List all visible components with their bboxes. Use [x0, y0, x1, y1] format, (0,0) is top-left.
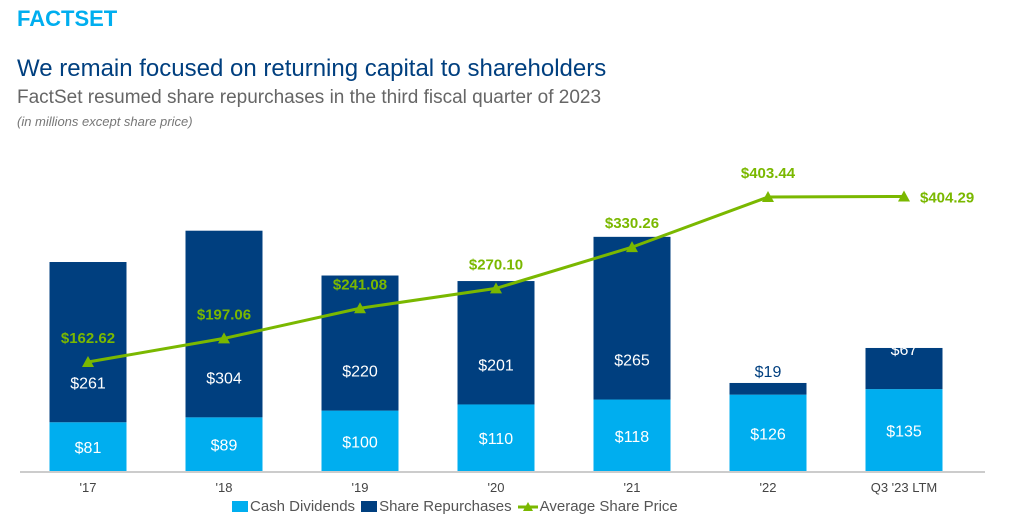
bar-dividends [185, 417, 263, 472]
price-label: $241.08 [333, 276, 387, 293]
repurchase-label: $304 [206, 370, 242, 387]
price-label: $403.44 [741, 165, 796, 182]
dividend-label: $118 [615, 429, 650, 446]
x-tick-label: '17 [80, 480, 97, 495]
repurchase-label: $67 [891, 342, 918, 359]
dividend-label: $81 [75, 440, 102, 457]
legend-label: Average Share Price [539, 498, 678, 515]
bar-repurchases [321, 275, 399, 411]
dividends-swatch [232, 501, 248, 512]
dividend-label: $126 [750, 426, 786, 443]
price-marker [490, 282, 502, 294]
repurchase-label: $19 [755, 364, 782, 381]
x-tick-label: '22 [760, 480, 777, 495]
price-marker [354, 302, 366, 314]
bar-dividends [457, 404, 535, 472]
legend-item-dividends: Cash Dividends [232, 498, 355, 515]
price-marker [82, 356, 94, 368]
x-tick-label: '18 [216, 480, 233, 495]
price-marker [626, 241, 638, 253]
bar-repurchases [49, 262, 127, 423]
legend: Cash Dividends Share Repurchases Average… [232, 498, 678, 515]
factset-logo: FACTSET [17, 6, 118, 31]
price-label: $197.06 [197, 306, 251, 323]
legend-item-repurchases: Share Repurchases [361, 498, 512, 515]
x-tick-label: Q3 '23 LTM [871, 480, 938, 495]
repurchase-label: $265 [614, 353, 650, 370]
price-marker [898, 190, 910, 202]
bar-repurchases [457, 281, 535, 405]
dividend-label: $89 [211, 438, 238, 455]
units-note: (in millions except share price) [17, 114, 193, 129]
price-label: $404.29 [920, 189, 974, 206]
price-label: $330.26 [605, 215, 659, 232]
bar-repurchases [729, 382, 807, 395]
line-triangle-icon [517, 501, 538, 511]
repurchase-label: $201 [478, 357, 514, 374]
bar-repurchases [185, 230, 263, 418]
page-subtitle: FactSet resumed share repurchases in the… [17, 87, 602, 108]
repurchase-label: $261 [70, 375, 106, 392]
price-label: $270.10 [469, 256, 523, 273]
bar-dividends [593, 399, 671, 472]
legend-item-price: Average Share Price [517, 498, 678, 515]
legend-label: Cash Dividends [250, 498, 356, 515]
price-label: $162.62 [61, 330, 115, 347]
x-tick-label: '19 [352, 480, 369, 495]
page-title: We remain focused on returning capital t… [17, 55, 607, 82]
legend-label: Share Repurchases [379, 498, 512, 515]
x-tick-label: '21 [624, 480, 641, 495]
bar-repurchases [593, 236, 671, 400]
bar-dividends [49, 422, 127, 472]
repurchases-swatch [361, 501, 378, 512]
bar-dividends [865, 389, 943, 472]
x-tick-label: '20 [488, 480, 505, 495]
dividend-label: $110 [479, 431, 514, 448]
dividend-label: $100 [342, 434, 378, 451]
bar-dividends [729, 394, 807, 472]
bar-repurchases [865, 347, 943, 390]
price-marker [218, 332, 230, 344]
dividend-label: $135 [886, 424, 922, 441]
bar-dividends [321, 410, 399, 472]
repurchase-label: $220 [342, 364, 378, 381]
price-marker [762, 191, 774, 203]
